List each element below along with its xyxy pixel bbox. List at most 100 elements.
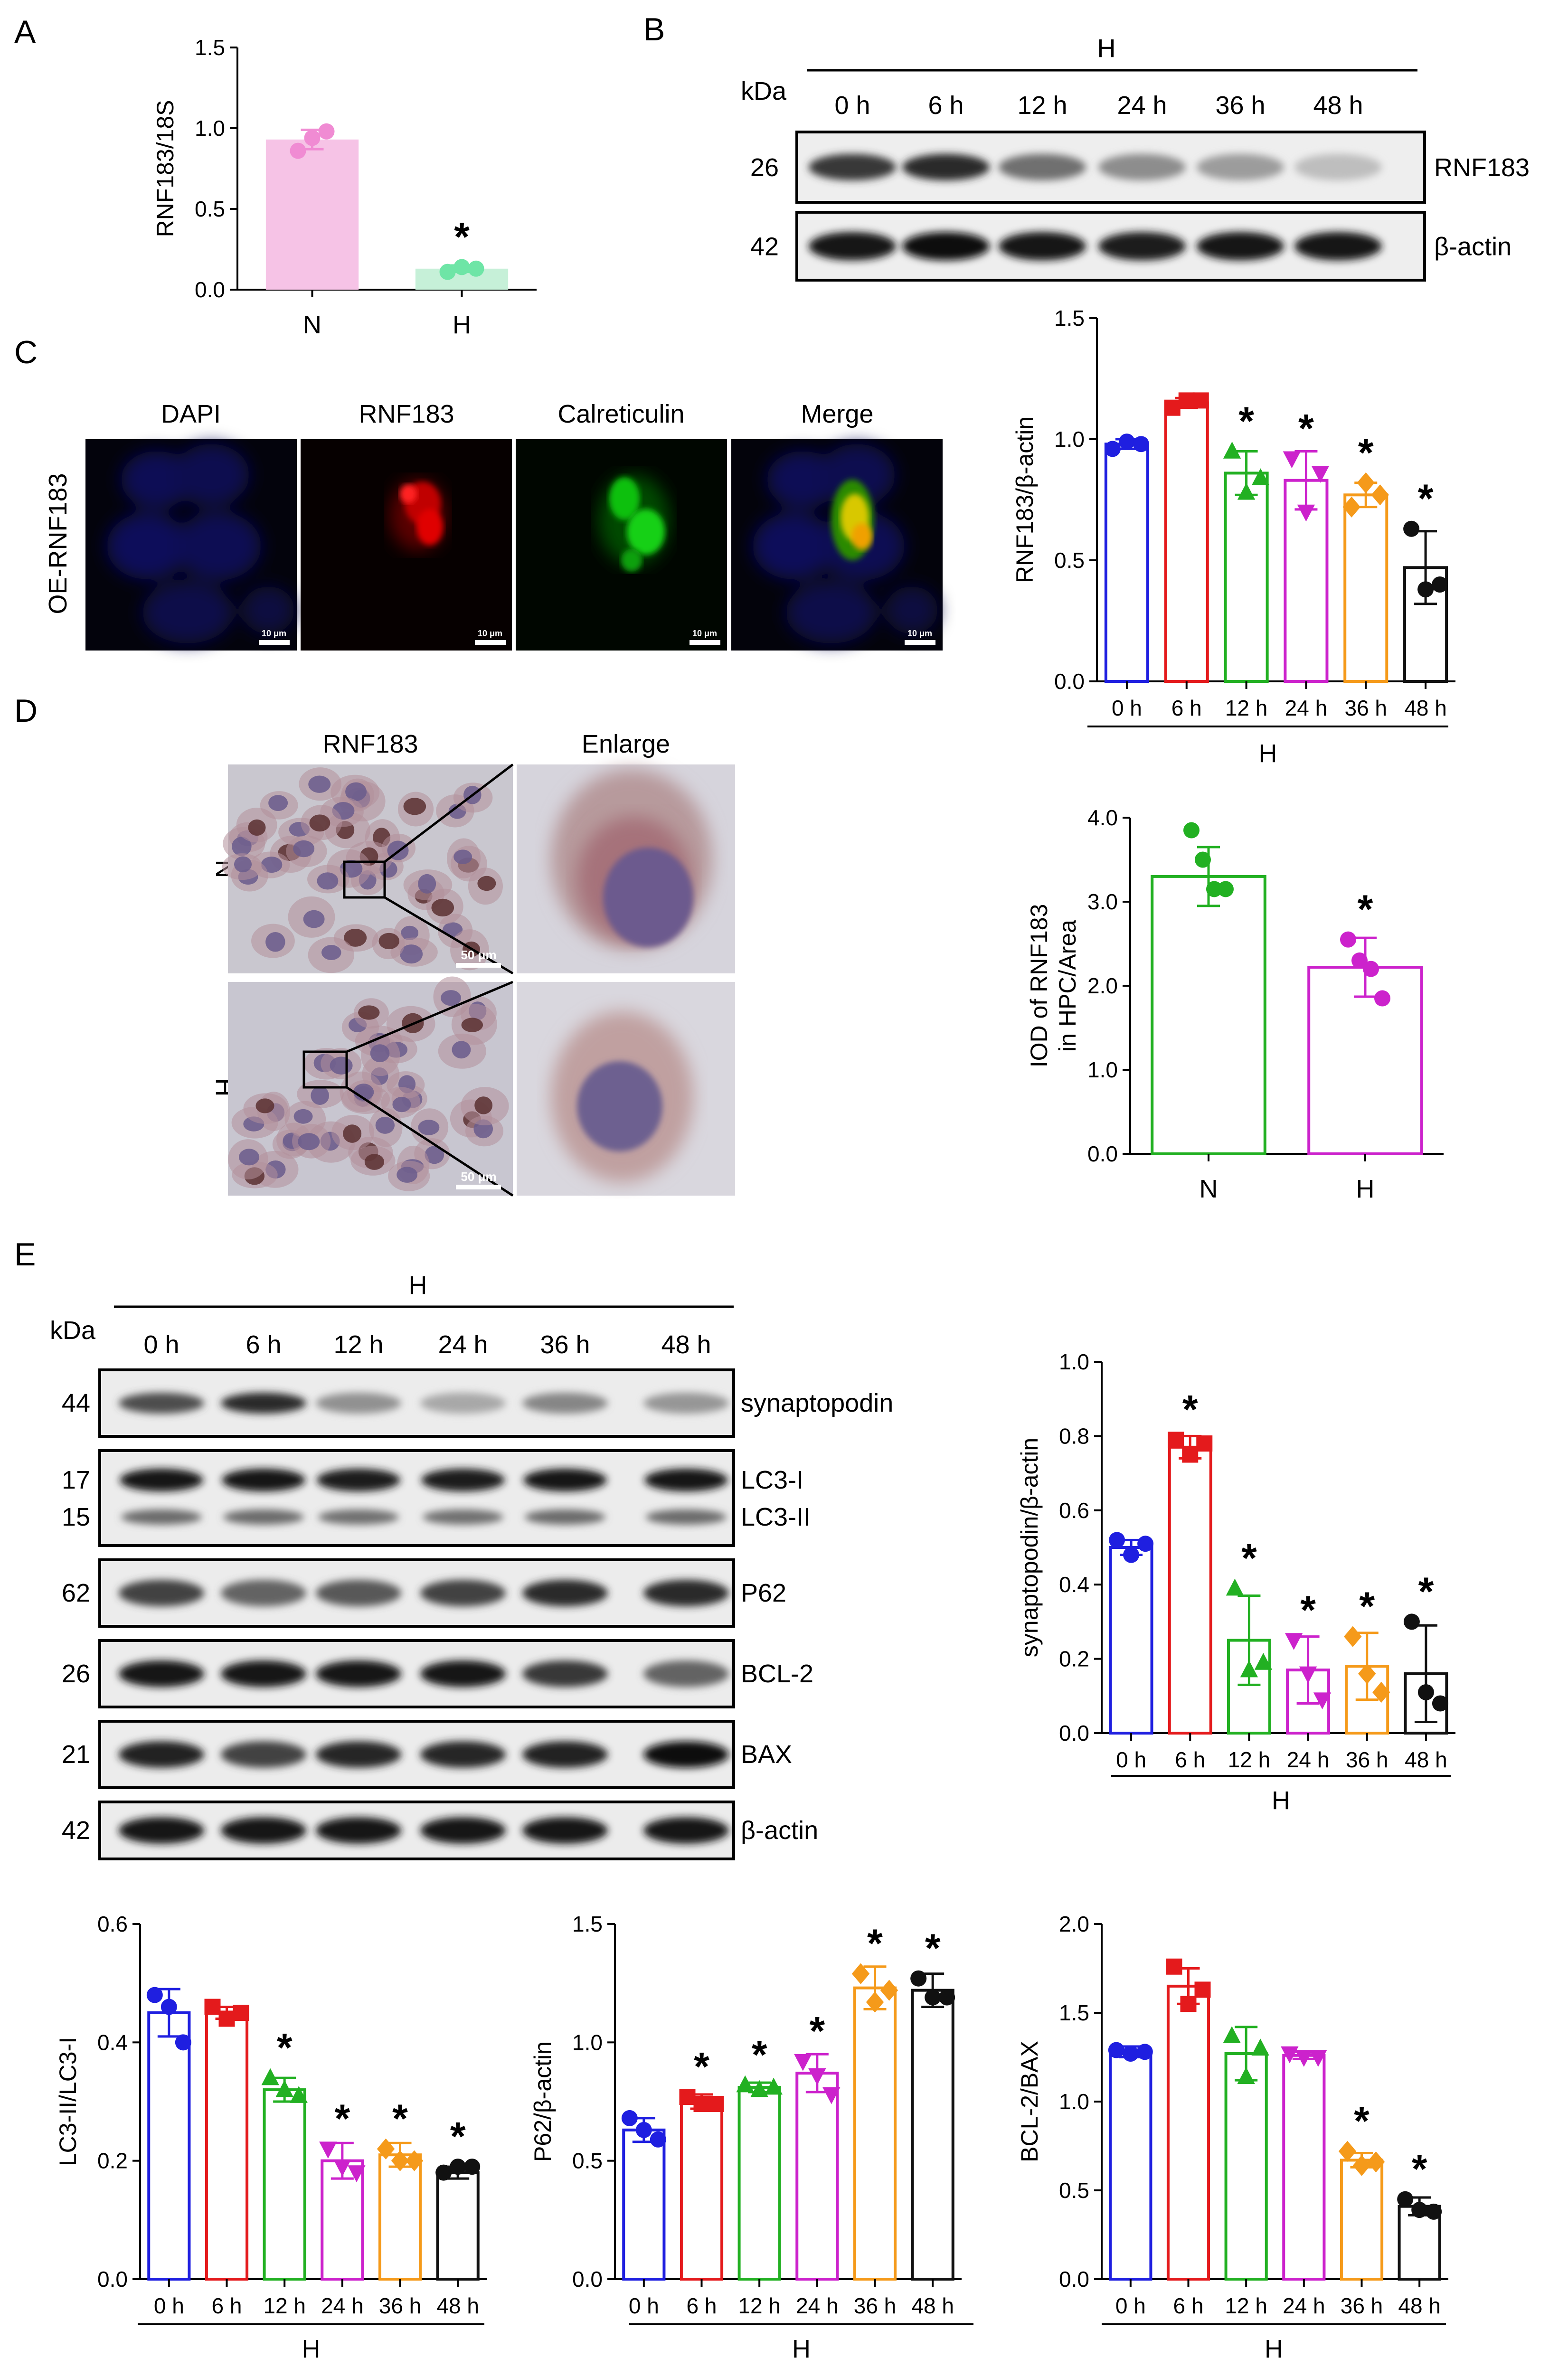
- y-tick-label: 1.0: [572, 2030, 603, 2055]
- rnf183-signal: [389, 480, 446, 551]
- data-point: [1363, 961, 1379, 977]
- protein-label: synaptopodin: [741, 1389, 893, 1417]
- data-point: [1403, 520, 1420, 537]
- data-point: [650, 2131, 666, 2148]
- blot-band: [1098, 232, 1186, 261]
- data-point: [1403, 1613, 1420, 1630]
- significance-star: *: [1358, 430, 1374, 475]
- data-point: [450, 2159, 466, 2175]
- significance-star: *: [1358, 887, 1373, 932]
- blot-band: [643, 1580, 729, 1606]
- cell-nucleus: [345, 782, 367, 802]
- data-point: [261, 2068, 279, 2085]
- cell-nucleus: [239, 1149, 259, 1166]
- significance-star: *: [277, 2025, 293, 2070]
- blot-band: [316, 1741, 401, 1768]
- data-point: [204, 1999, 221, 2015]
- data-point: [621, 2110, 638, 2126]
- data-point: [765, 2077, 783, 2095]
- cell-nucleus: [418, 1120, 440, 1135]
- blot-band: [223, 1509, 304, 1525]
- significance-star: *: [1298, 406, 1314, 451]
- molecular-weight-label: 15: [62, 1503, 90, 1531]
- cell-nucleus: [452, 1041, 471, 1059]
- cell-nucleus: [303, 910, 325, 928]
- blot-band: [644, 1469, 728, 1491]
- data-point: [318, 123, 335, 140]
- blot-strip: [98, 1639, 735, 1708]
- scale-bar-label: 10 μm: [692, 629, 717, 638]
- bar: [205, 2011, 249, 2281]
- blot-band: [643, 1393, 729, 1414]
- data-point: [1122, 2046, 1139, 2062]
- data-point: [1104, 441, 1121, 457]
- x-tick-label: 24 h: [1287, 1747, 1330, 1772]
- cell-nucleus: [321, 945, 341, 960]
- bar: [263, 2088, 306, 2281]
- x-tick-label: 24 h: [796, 2293, 839, 2318]
- lane-label: 48 h: [661, 1330, 711, 1359]
- cell-nucleus: [397, 1167, 418, 1183]
- blot-band: [646, 1509, 727, 1525]
- blot-band: [316, 1393, 401, 1414]
- blot-band: [809, 232, 896, 261]
- lane-label: 12 h: [1017, 91, 1067, 120]
- blot-band: [999, 154, 1086, 180]
- y-tick-label: 0.0: [1059, 1721, 1089, 1745]
- bar: [1151, 875, 1266, 1155]
- cell-nucleus: [311, 1086, 329, 1105]
- ihc-cells-n: [222, 767, 503, 973]
- y-axis-label: synaptopodin/β-actin: [1016, 1438, 1043, 1657]
- data-point: [1251, 2038, 1269, 2056]
- panel-c-row-label: OE-RNF183: [44, 473, 72, 614]
- blot-strip: [98, 1449, 735, 1547]
- data-point: [439, 264, 456, 280]
- data-point: [233, 2005, 249, 2021]
- significance-star: *: [867, 1921, 883, 1966]
- chart-e-lc3: 0.0 0.2 0.4 0.6 LC3-II/LC3-I 0 h 6 h 12 h * 24 h *…: [55, 1912, 487, 2363]
- cell-nucleus: [364, 1154, 385, 1170]
- data-point: [1357, 472, 1375, 493]
- blot-strip: [98, 1720, 735, 1789]
- blot-band: [1098, 154, 1186, 180]
- bar: [1166, 1984, 1210, 2281]
- x-tick-label: 36 h: [379, 2293, 422, 2318]
- lane-label: 12 h: [333, 1330, 383, 1359]
- chart-e-bcl2-bax: 0.0 0.5 1.0 1.5 2.0 BCL-2/BAX 0 h 6 h 12 h 24 h 36…: [1016, 1912, 1448, 2363]
- data-point: [1223, 442, 1241, 459]
- kda-label: kDa: [50, 1316, 96, 1345]
- bar: [795, 2072, 839, 2281]
- data-point: [391, 2150, 409, 2171]
- data-point: [175, 2034, 191, 2051]
- y-tick-label: 0.0: [97, 2267, 128, 2292]
- molecular-weight-label: 26: [750, 153, 779, 182]
- data-point: [1254, 1653, 1273, 1670]
- y-axis-label: RNF183/18S: [152, 100, 179, 237]
- y-tick-label: 1.5: [195, 35, 225, 60]
- significance-star: *: [1182, 1387, 1198, 1432]
- data-point: [1237, 2067, 1255, 2084]
- lane-label: 6 h: [246, 1330, 281, 1359]
- data-point: [794, 2054, 812, 2071]
- y-tick-label: 0.0: [1054, 669, 1085, 694]
- panel-c-title-dapi: DAPI: [161, 400, 221, 428]
- protein-label: BAX: [741, 1740, 792, 1769]
- cell-nucleus: [443, 922, 463, 937]
- blot-band: [221, 1660, 306, 1687]
- x-tick-label: 24 h: [1283, 2293, 1325, 2318]
- y-tick-label: 0.0: [572, 2267, 603, 2292]
- data-point: [1183, 822, 1200, 839]
- blot-strip: [98, 1558, 735, 1628]
- data-point: [1338, 2141, 1357, 2162]
- data-point: [1194, 1981, 1211, 1998]
- lane-label: 48 h: [1313, 91, 1363, 120]
- molecular-weight-label: 26: [62, 1660, 90, 1688]
- cell-nucleus: [330, 1056, 353, 1075]
- y-tick-label: 4.0: [1087, 805, 1118, 830]
- x-tick-label: 12 h: [1228, 1747, 1271, 1772]
- data-point: [1108, 2042, 1124, 2058]
- data-point: [1344, 1626, 1362, 1647]
- x-tick-label: H: [1356, 1175, 1375, 1203]
- panel-c-title-merge: Merge: [801, 400, 873, 428]
- y-axis-label: P62/β-actin: [529, 2041, 556, 2162]
